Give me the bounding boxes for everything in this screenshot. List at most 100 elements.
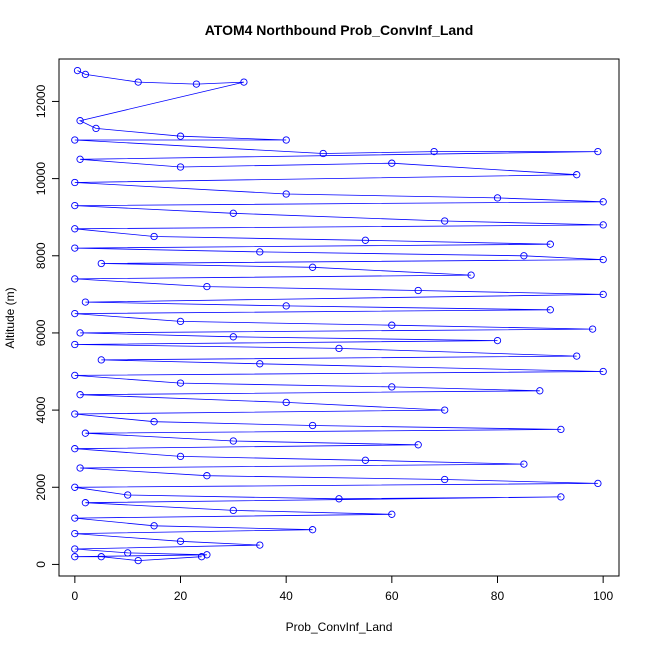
- data-point: [203, 282, 211, 291]
- data-point: [81, 298, 90, 306]
- data-point: [308, 421, 317, 430]
- x-tick-label: 40: [279, 589, 293, 603]
- data-point: [599, 255, 607, 264]
- data-point: [240, 78, 248, 86]
- data-point: [536, 387, 544, 395]
- data-point: [76, 464, 84, 472]
- y-tick-label: 4000: [34, 396, 48, 423]
- data-point: [71, 309, 79, 318]
- data-point: [71, 225, 79, 233]
- data-point: [71, 483, 79, 491]
- data-point: [441, 406, 449, 414]
- data-point: [73, 66, 82, 75]
- data-point: [150, 522, 158, 530]
- data-point: [256, 248, 264, 256]
- data-point: [308, 263, 317, 271]
- data-point: [71, 244, 79, 252]
- data-point: [71, 136, 79, 144]
- data-point: [388, 383, 396, 391]
- data-point: [546, 240, 554, 248]
- data-point: [388, 159, 396, 167]
- data-point: [76, 391, 84, 399]
- x-tick-label: 60: [385, 589, 399, 603]
- data-point: [192, 80, 201, 88]
- data-point: [81, 70, 90, 79]
- data-point: [124, 491, 132, 499]
- data-point: [282, 302, 290, 310]
- data-point: [414, 286, 422, 295]
- data-point: [599, 198, 607, 206]
- data-point: [176, 317, 185, 326]
- data-point: [176, 163, 185, 171]
- data-point: [282, 398, 290, 407]
- data-point: [76, 155, 84, 163]
- data-point: [573, 352, 581, 360]
- data-point: [599, 221, 607, 229]
- data-point: [599, 367, 607, 376]
- data-point: [176, 452, 185, 461]
- data-point: [150, 232, 158, 241]
- data-point: [599, 290, 607, 299]
- data-point: [229, 333, 237, 341]
- data-point: [256, 541, 264, 549]
- data-point: [493, 336, 502, 345]
- y-axis: 0 2000 4000 6000 8000 10000 12000: [34, 84, 60, 568]
- data-point: [97, 259, 105, 268]
- x-axis: 0 20 40 60 80 100: [72, 575, 613, 603]
- x-tick-label: 100: [593, 589, 613, 603]
- data-point: [414, 441, 422, 449]
- data-point: [282, 136, 290, 144]
- data-point: [594, 479, 602, 488]
- data-point: [134, 556, 142, 565]
- data-point: [134, 78, 142, 86]
- series-layer: [71, 66, 607, 565]
- data-point: [71, 553, 79, 561]
- data-point: [150, 418, 158, 426]
- data-point: [71, 529, 79, 538]
- data-point: [203, 551, 211, 559]
- data-point: [71, 275, 79, 283]
- y-axis-label: Altitude (m): [3, 287, 17, 348]
- data-point: [594, 147, 602, 156]
- y-tick-label: 0: [34, 561, 48, 568]
- data-point: [573, 171, 581, 179]
- data-point: [81, 499, 90, 507]
- data-point: [557, 493, 565, 501]
- data-point: [229, 437, 237, 445]
- data-point: [97, 356, 105, 364]
- x-tick-label: 20: [174, 589, 188, 603]
- data-point: [588, 325, 597, 333]
- x-tick-label: 80: [491, 589, 505, 603]
- data-point: [76, 117, 84, 125]
- data-point: [71, 201, 79, 210]
- data-point: [124, 549, 132, 557]
- data-point: [430, 147, 438, 156]
- data-point: [176, 379, 185, 387]
- data-point: [493, 194, 502, 202]
- data-point: [176, 537, 185, 545]
- x-tick-label: 0: [72, 589, 79, 603]
- data-point: [76, 329, 84, 337]
- data-point: [557, 425, 565, 434]
- data-point: [97, 553, 105, 561]
- data-point: [71, 545, 79, 553]
- data-point: [92, 124, 100, 133]
- data-point: [71, 178, 79, 187]
- data-point: [388, 321, 396, 329]
- data-point: [229, 506, 237, 515]
- data-point: [441, 217, 449, 225]
- data-point: [520, 252, 528, 260]
- data-point: [282, 190, 290, 198]
- data-point: [203, 472, 211, 480]
- y-tick-label: 10000: [34, 162, 48, 196]
- data-point: [308, 526, 317, 534]
- data-point: [256, 360, 264, 368]
- data-point: [71, 514, 79, 522]
- data-point: [197, 553, 206, 561]
- data-point: [229, 209, 237, 217]
- data-point: [319, 149, 327, 158]
- chart-title: ATOM4 Northbound Prob_ConvInf_Land: [205, 22, 474, 38]
- x-axis-label: Prob_ConvInf_Land: [286, 620, 393, 634]
- data-point: [71, 410, 79, 418]
